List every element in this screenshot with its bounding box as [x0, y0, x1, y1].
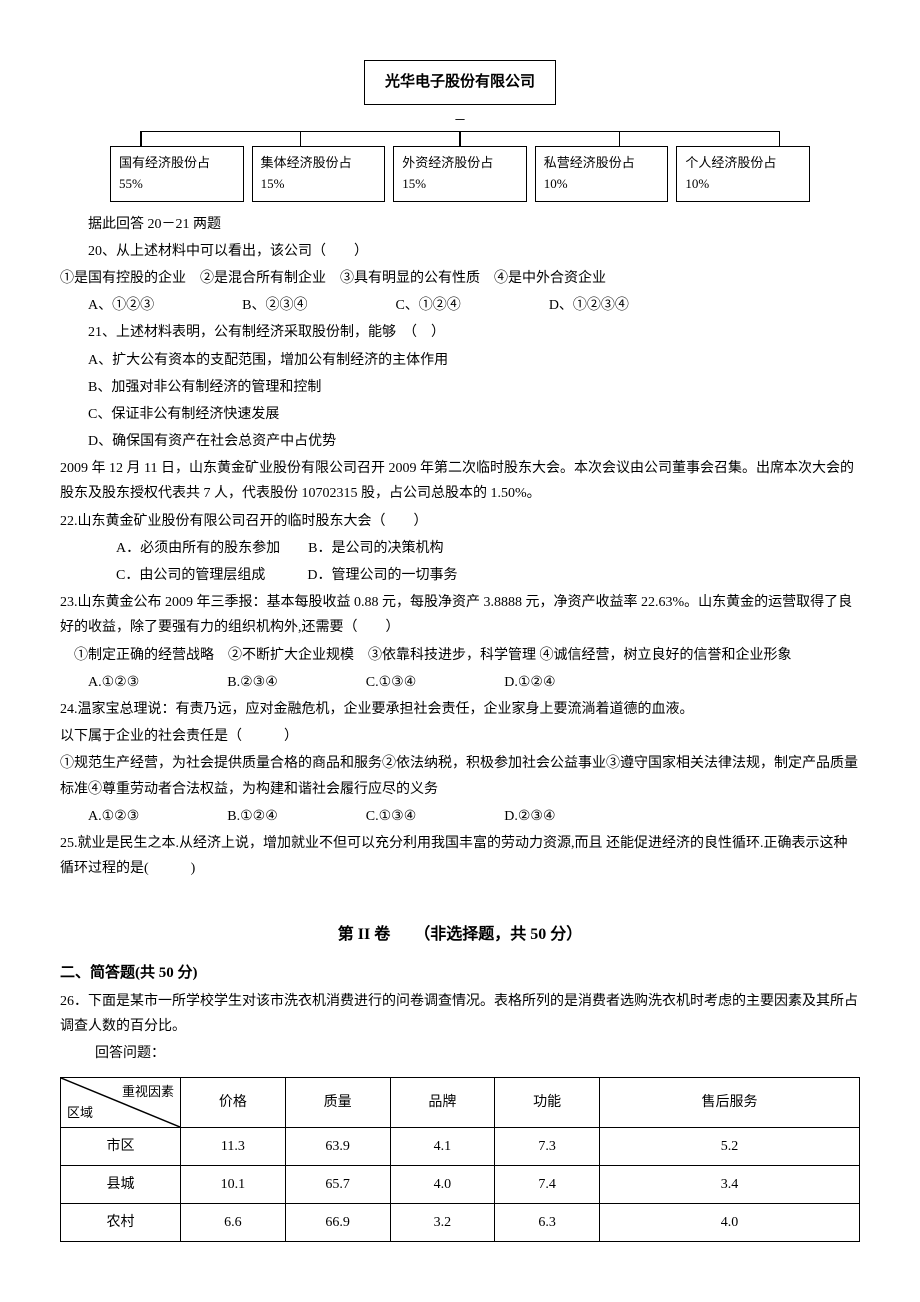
q23-stem: 23.山东黄金公布 2009 年三季报：基本每股收益 0.88 元，每股净资产 … — [60, 590, 860, 640]
diag-bottom-label: 区域 — [67, 1101, 93, 1124]
q23-stmts: ①制定正确的经营战略 ②不断扩大企业规模 ③依靠科技进步，科学管理 ④诚信经营，… — [60, 643, 860, 668]
col-function: 功能 — [495, 1077, 600, 1127]
table-row: 市区 11.3 63.9 4.1 7.3 5.2 — [61, 1127, 860, 1165]
section-2-title: 第 II 卷 （非选择题，共 50 分） — [60, 921, 860, 950]
row-label: 农村 — [61, 1204, 181, 1242]
q20-opt-b: B、②③④ — [214, 293, 307, 318]
diag-top-label: 重视因素 — [122, 1080, 174, 1103]
q24-stem: 24.温家宝总理说：有责乃远，应对金融危机，企业要承担社会责任，企业家身上要流淌… — [60, 697, 860, 722]
cell: 3.4 — [600, 1165, 860, 1203]
q23-opt-c: C.①③④ — [338, 670, 417, 695]
cell: 4.0 — [390, 1165, 495, 1203]
table-header-row: 重视因素 区域 价格 质量 品牌 功能 售后服务 — [61, 1077, 860, 1127]
cell: 66.9 — [285, 1204, 390, 1242]
q26-stem: 26．下面是某市一所学校学生对该市洗衣机消费进行的问卷调查情况。表格所列的是消费… — [60, 989, 860, 1039]
diag-header: 重视因素 区域 — [61, 1077, 181, 1127]
cell: 7.4 — [495, 1165, 600, 1203]
q23-opt-a: A.①②③ — [60, 670, 139, 695]
q21-opt-c: C、保证非公有制经济快速发展 — [60, 402, 860, 427]
q26-answer-prompt: 回答问题： — [60, 1041, 860, 1066]
cell: 3.2 — [390, 1204, 495, 1242]
q23-options: A.①②③ B.②③④ C.①③④ D.①②④ — [60, 670, 860, 695]
q24-opt-d: D.②③④ — [476, 804, 555, 829]
intro-20-21: 据此回答 20－21 两题 — [60, 212, 860, 237]
q21-opt-a: A、扩大公有资本的支配范围，增加公有制经济的主体作用 — [60, 348, 860, 373]
section-2-sub: 二、简答题(共 50 分) — [60, 960, 860, 987]
q24-opt-a: A.①②③ — [60, 804, 139, 829]
cell: 7.3 — [495, 1127, 600, 1165]
q24-stmts: ①规范生产经营，为社会提供质量合格的商品和服务②依法纳税，积极参加社会公益事业③… — [60, 751, 860, 801]
cell: 6.6 — [181, 1204, 286, 1242]
q21-opt-b: B、加强对非公有制经济的管理和控制 — [60, 375, 860, 400]
org-share-1: 集体经济股份占 15% — [252, 146, 386, 202]
cell: 5.2 — [600, 1127, 860, 1165]
q24-opt-c: C.①③④ — [338, 804, 417, 829]
context-22: 2009 年 12 月 11 日，山东黄金矿业股份有限公司召开 2009 年第二… — [60, 456, 860, 506]
org-share-2: 外资经济股份占 15% — [393, 146, 527, 202]
col-service: 售后服务 — [600, 1077, 860, 1127]
col-price: 价格 — [181, 1077, 286, 1127]
cell: 11.3 — [181, 1127, 286, 1165]
org-shares-row: 国有经济股份占 55% 集体经济股份占 15% 外资经济股份占 15% 私营经济… — [110, 146, 810, 202]
q21-stem: 21、上述材料表明，公有制经济采取股份制，能够 （ ） — [60, 320, 860, 345]
row-label: 市区 — [61, 1127, 181, 1165]
q24-options: A.①②③ B.①②④ C.①③④ D.②③④ — [60, 804, 860, 829]
org-connector: – — [110, 109, 810, 127]
org-chart-top: 光华电子股份有限公司 — [110, 60, 810, 105]
q24-opt-b: B.①②④ — [199, 804, 278, 829]
cell: 10.1 — [181, 1165, 286, 1203]
q25-stem: 25.就业是民生之本.从经济上说，增加就业不但可以充分利用我国丰富的劳动力资源,… — [60, 831, 860, 881]
q22-line1: A．必须由所有的股东参加 B．是公司的决策机构 — [60, 536, 860, 561]
q20-stmts: ①是国有控股的企业 ②是混合所有制企业 ③具有明显的公有性质 ④是中外合资企业 — [60, 266, 860, 291]
q20-stem: 20、从上述材料中可以看出，该公司（ ） — [60, 239, 860, 264]
org-chart: 光华电子股份有限公司 – 国有经济股份占 55% 集体经济股份占 15% 外资经… — [110, 60, 810, 202]
cell: 4.1 — [390, 1127, 495, 1165]
org-vlines — [140, 131, 780, 146]
org-share-4: 个人经济股份占 10% — [676, 146, 810, 202]
q22-stem: 22.山东黄金矿业股份有限公司召开的临时股东大会（ ） — [60, 509, 860, 534]
cell: 6.3 — [495, 1204, 600, 1242]
col-brand: 品牌 — [390, 1077, 495, 1127]
cell: 65.7 — [285, 1165, 390, 1203]
org-company-name: 光华电子股份有限公司 — [364, 60, 556, 105]
col-quality: 质量 — [285, 1077, 390, 1127]
q24-sub: 以下属于企业的社会责任是（ ） — [60, 724, 860, 749]
table-row: 农村 6.6 66.9 3.2 6.3 4.0 — [61, 1204, 860, 1242]
q26-table: 重视因素 区域 价格 质量 品牌 功能 售后服务 市区 11.3 63.9 4.… — [60, 1077, 860, 1243]
q20-opt-a: A、①②③ — [60, 293, 154, 318]
q20-options: A、①②③ B、②③④ C、①②④ D、①②③④ — [60, 293, 860, 318]
table-row: 县城 10.1 65.7 4.0 7.4 3.4 — [61, 1165, 860, 1203]
q20-opt-c: C、①②④ — [367, 293, 460, 318]
q23-opt-b: B.②③④ — [199, 670, 278, 695]
org-share-0: 国有经济股份占 55% — [110, 146, 244, 202]
org-share-3: 私营经济股份占 10% — [535, 146, 669, 202]
row-label: 县城 — [61, 1165, 181, 1203]
cell: 4.0 — [600, 1204, 860, 1242]
cell: 63.9 — [285, 1127, 390, 1165]
q21-opt-d: D、确保国有资产在社会总资产中占优势 — [60, 429, 860, 454]
q20-opt-d: D、①②③④ — [521, 293, 629, 318]
q22-line2: C．由公司的管理层组成 D．管理公司的一切事务 — [60, 563, 860, 588]
q23-opt-d: D.①②④ — [476, 670, 555, 695]
